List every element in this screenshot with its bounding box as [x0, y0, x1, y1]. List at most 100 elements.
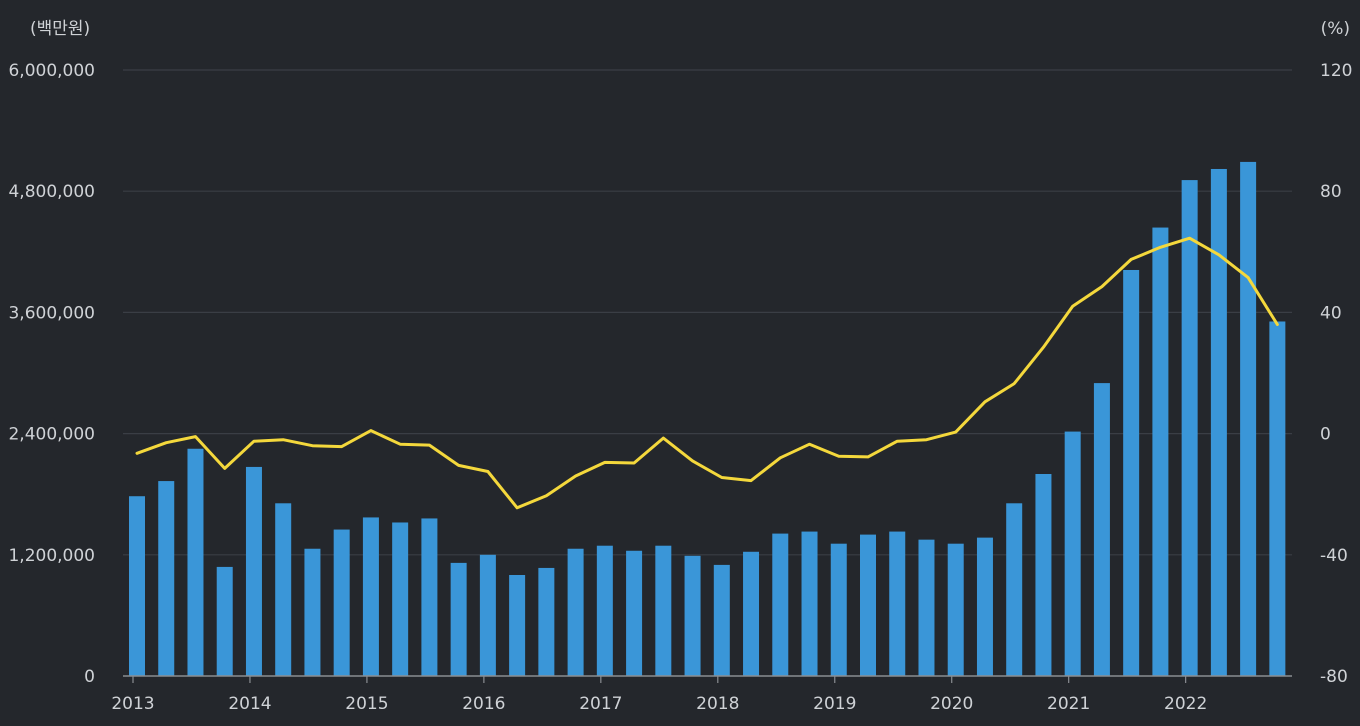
line-point [983, 400, 987, 403]
bar [275, 503, 292, 676]
line-point [1217, 253, 1221, 257]
line-point [428, 443, 431, 447]
bar [626, 550, 643, 676]
bar [567, 548, 584, 676]
bar [479, 554, 496, 676]
line-point [1246, 276, 1250, 279]
bar [1123, 269, 1140, 676]
line-point [515, 506, 519, 510]
line-point [135, 452, 139, 455]
left-axis-tick-label: 6,000,000 [8, 61, 95, 81]
line-point [749, 479, 753, 482]
bar [596, 545, 613, 676]
line-point [954, 430, 957, 434]
bar [158, 481, 175, 676]
bar [1181, 180, 1198, 676]
bar [333, 529, 350, 676]
bar [129, 496, 145, 676]
line-point [1071, 305, 1074, 308]
bar [918, 539, 935, 676]
bar [304, 548, 321, 676]
grid-lines [123, 69, 1292, 556]
x-axis-tick-label: 2014 [228, 694, 271, 714]
bar [187, 448, 204, 676]
bar [216, 566, 233, 676]
bar [976, 537, 993, 676]
right-axis-tick-label: 0 [1320, 425, 1331, 445]
line-point [1100, 285, 1104, 288]
line-point [662, 436, 665, 440]
line-point [632, 461, 636, 465]
line-point [1276, 323, 1279, 326]
left-axis-tick-label: 3,600,000 [8, 303, 95, 323]
line-point [808, 443, 811, 446]
bar [889, 531, 906, 676]
bar [362, 517, 379, 676]
right-axis-unit: (%) [1321, 19, 1350, 39]
line-point [486, 470, 490, 473]
x-axis-tick-label: 2016 [462, 694, 505, 714]
bar [1269, 321, 1286, 676]
line-point [311, 444, 314, 447]
bar [655, 545, 672, 676]
line-point [252, 439, 256, 443]
line-point [369, 429, 373, 432]
line-point [194, 435, 197, 438]
x-axis-tick-label: 2021 [1047, 694, 1090, 714]
bar [684, 555, 701, 676]
bar [509, 575, 526, 676]
axes: 0 -80 1,200,000 -40 2,400,000 0 3,600,000 40 4,8… [8, 61, 1352, 714]
line-point [545, 494, 548, 497]
line-point [720, 476, 723, 479]
line-point [779, 456, 782, 460]
bar [245, 466, 262, 676]
line-point [457, 464, 460, 467]
right-axis-tick-label: 40 [1320, 303, 1342, 323]
bar [1035, 474, 1052, 676]
bar [860, 534, 876, 676]
bar [1064, 431, 1081, 676]
line-point [1159, 246, 1162, 249]
bar [538, 567, 555, 676]
x-axis-tick-label: 2018 [696, 694, 739, 714]
x-axis-tick-label: 2015 [345, 694, 388, 714]
line-point [603, 461, 607, 464]
x-axis-tick-label: 2013 [111, 694, 154, 714]
left-axis-unit: (백만원) [30, 19, 90, 39]
right-axis-tick-label: -40 [1320, 546, 1348, 566]
left-axis-tick-label: 0 [84, 667, 95, 687]
x-axis-tick-label: 2019 [813, 694, 856, 714]
left-axis-tick-label: 1,200,000 [8, 546, 95, 566]
line-point [1013, 382, 1016, 385]
line-point [691, 459, 694, 463]
line-point [925, 438, 928, 441]
bar [772, 533, 789, 676]
right-axis-tick-label: 120 [1320, 61, 1352, 81]
line-point [837, 455, 840, 458]
line-point [282, 438, 285, 441]
line-point [1129, 258, 1133, 261]
bar [1006, 503, 1023, 676]
bar-series [129, 161, 1286, 677]
bar [743, 551, 760, 676]
line-point [165, 441, 168, 444]
left-axis-tick-label: 2,400,000 [8, 425, 95, 445]
right-axis-tick-label: -80 [1320, 667, 1348, 687]
bar [1240, 161, 1257, 676]
line-point [896, 439, 899, 443]
x-axis-tick-label: 2020 [930, 694, 973, 714]
right-axis-tick-label: 80 [1320, 182, 1342, 202]
bar [947, 543, 964, 676]
bar [1093, 383, 1110, 676]
left-axis-tick-label: 4,800,000 [8, 182, 95, 202]
x-axis-tick-label: 2017 [579, 694, 622, 714]
line-point [1042, 346, 1045, 349]
line-point [340, 445, 343, 448]
bar [713, 564, 730, 676]
bar [801, 531, 818, 676]
bar [1152, 227, 1169, 676]
bar [450, 562, 467, 676]
growth-rate-line [135, 236, 1279, 510]
bar [392, 522, 409, 676]
